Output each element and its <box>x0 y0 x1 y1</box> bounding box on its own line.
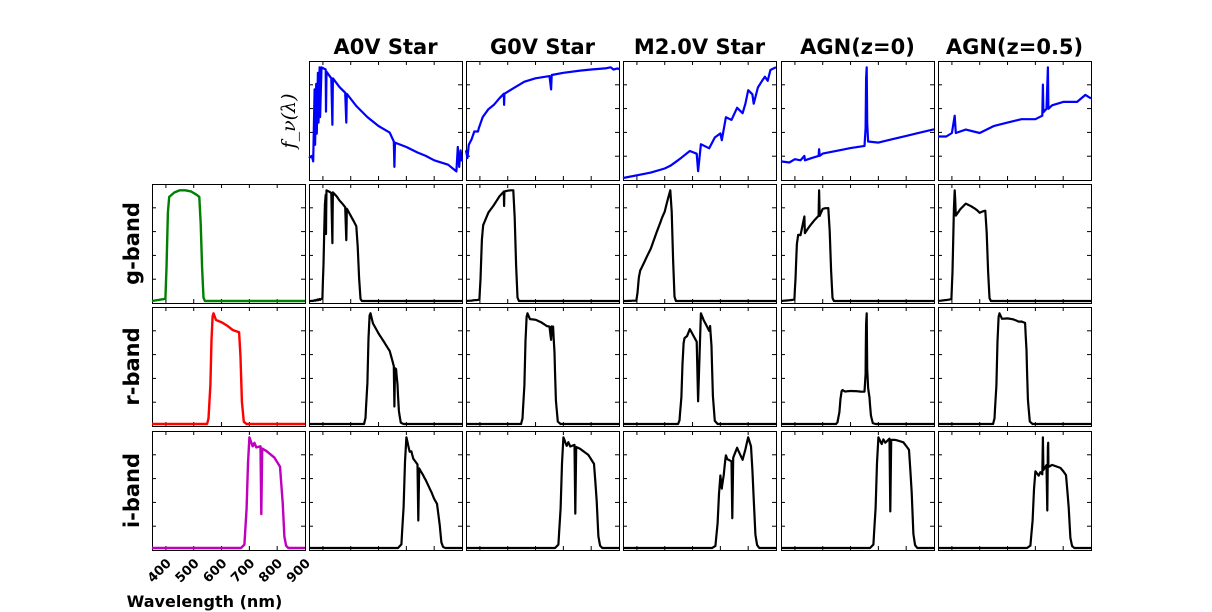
spectrum-panel <box>938 61 1092 181</box>
product-panel <box>938 431 1092 551</box>
spectrum-ylabel: f_ν(λ) <box>278 94 300 151</box>
panel-frame <box>938 184 1092 304</box>
panel-frame <box>309 184 463 304</box>
product-panel <box>781 431 935 551</box>
spectrum-panel <box>622 61 777 181</box>
filter-panel <box>151 184 306 304</box>
column-title: AGN(z=0.5) <box>946 35 1083 59</box>
row-label: i-band <box>120 453 144 528</box>
column-title: AGN(z=0) <box>800 35 915 59</box>
filter-curve <box>151 189 305 303</box>
filter-panel <box>152 307 306 427</box>
product-line <box>466 312 619 426</box>
product-line <box>623 189 776 303</box>
product-panel <box>937 184 1092 304</box>
product-line <box>938 312 1091 426</box>
filter-curve <box>152 436 305 550</box>
product-line <box>309 312 462 426</box>
product-panel <box>781 307 935 427</box>
panel-frame <box>781 307 935 427</box>
panel-frame <box>309 431 463 551</box>
panel-frame <box>938 431 1092 551</box>
product-panel <box>938 307 1092 427</box>
panel-frame <box>623 184 777 304</box>
panel-frame <box>466 307 620 427</box>
panel-frame <box>781 61 935 181</box>
x-tick-label: 600 <box>201 556 231 586</box>
panel-frame <box>623 61 777 181</box>
product-panel <box>623 184 777 304</box>
panel-frame <box>152 184 306 304</box>
panel-frame <box>938 61 1092 181</box>
product-panel <box>466 307 620 427</box>
x-tick-label: 800 <box>256 556 286 586</box>
product-line <box>623 436 776 550</box>
x-tick-label: 900 <box>284 556 314 586</box>
column-title: G0V Star <box>490 35 596 59</box>
x-tick-label: 700 <box>228 556 258 586</box>
spectrum-line <box>938 66 1092 138</box>
filter-curve <box>152 312 305 426</box>
product-line <box>309 189 462 303</box>
product-line <box>781 312 934 426</box>
x-tick-label: 400 <box>145 556 175 586</box>
panel-frame <box>466 61 620 181</box>
product-line <box>309 436 462 550</box>
panel-frame <box>309 307 463 427</box>
x-tick-label: 500 <box>173 556 203 586</box>
product-panel <box>623 431 777 551</box>
product-line <box>466 436 619 550</box>
row-label: r-band <box>120 327 144 405</box>
product-panel <box>623 307 777 427</box>
column-title: M2.0V Star <box>634 35 766 59</box>
spectrum-panel <box>464 61 620 181</box>
x-axis-label: Wavelength (nm) <box>127 592 283 611</box>
product-panel <box>466 431 620 551</box>
panel-frame <box>466 431 620 551</box>
product-line <box>780 189 934 303</box>
row-label: g-band <box>120 202 144 285</box>
product-line <box>937 189 1091 303</box>
panel-frame <box>781 431 935 551</box>
product-line <box>465 189 619 303</box>
spectrum-panel <box>780 61 935 181</box>
spectrum-line <box>464 66 620 160</box>
spectrum-panel <box>308 61 464 181</box>
product-line <box>938 436 1091 550</box>
panel-frame <box>781 184 935 304</box>
panel-frame <box>623 431 777 551</box>
spectrum-line <box>308 66 464 173</box>
column-title: A0V Star <box>333 35 438 59</box>
product-panel <box>465 184 620 304</box>
product-line <box>781 436 934 550</box>
spectrum-line <box>622 66 777 180</box>
panel-frame <box>623 307 777 427</box>
panel-frame <box>152 431 306 551</box>
product-panel <box>309 184 463 304</box>
panel-frame <box>152 307 306 427</box>
product-panel <box>309 431 463 551</box>
product-panel <box>309 307 463 427</box>
product-line <box>623 312 776 426</box>
panel-frame <box>309 61 463 181</box>
product-panel <box>780 184 935 304</box>
spectrum-line <box>780 66 935 164</box>
panel-frame <box>466 184 620 304</box>
filter-panel <box>152 431 306 551</box>
panel-frame <box>938 307 1092 427</box>
